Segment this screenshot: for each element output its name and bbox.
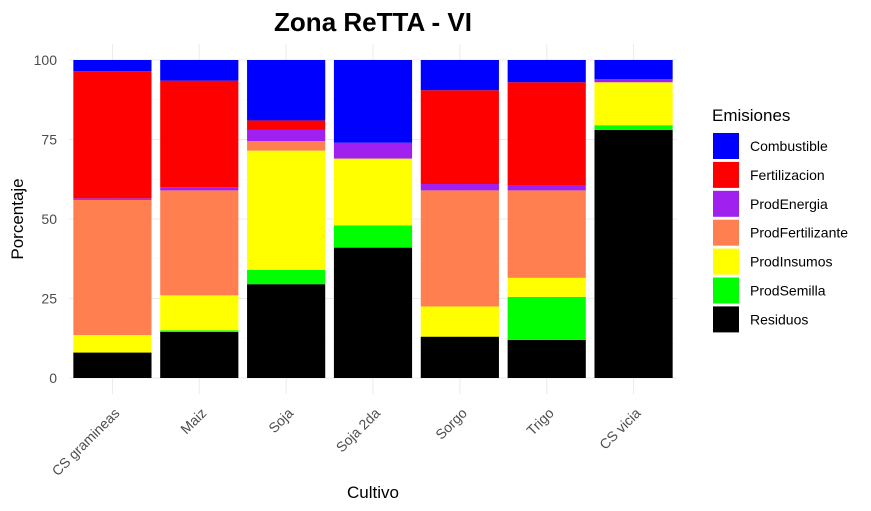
x-tick-label: Maiz	[177, 405, 209, 437]
legend-label: ProdEnergia	[750, 196, 828, 212]
bar-segment-prodsemilla	[333, 225, 413, 248]
bar-segment-combustible	[160, 60, 239, 81]
legend-key-residuos	[713, 306, 739, 333]
bar-segment-prodfertilizante	[507, 190, 586, 278]
bar-segment-fertilizacion	[507, 82, 586, 186]
y-axis-title: Porcentaje	[8, 178, 27, 259]
legend-key-prodfertilizante	[713, 219, 739, 246]
bar-segment-prodfertilizante	[247, 141, 326, 151]
bar-segment-residuos	[333, 247, 413, 378]
bar-segment-combustible	[333, 60, 413, 143]
bar-segment-combustible	[594, 60, 673, 80]
legend-label: ProdSemilla	[750, 283, 826, 299]
bar-segment-fertilizacion	[160, 80, 239, 188]
x-tick-label: CS gramineas	[49, 405, 123, 479]
bar-segment-prodsemilla	[594, 125, 673, 130]
x-tick-label: Soja 2da	[333, 405, 384, 456]
y-tick-label: 0	[49, 370, 57, 386]
bar-segment-combustible	[507, 60, 586, 83]
bar-segment-combustible	[420, 60, 499, 91]
bar-segment-fertilizacion	[420, 90, 499, 185]
bar-segment-prodinsumos	[160, 295, 239, 331]
bar-segment-prodfertilizante	[420, 190, 499, 307]
bar-segment-prodsemilla	[247, 269, 326, 285]
legend-label: Combustible	[750, 138, 828, 154]
bar-segment-combustible	[73, 60, 152, 72]
bar-segment-prodenergia	[73, 198, 152, 200]
bar-segment-prodinsumos	[333, 158, 413, 226]
bar-segment-residuos	[247, 284, 326, 378]
bar-segment-prodinsumos	[594, 82, 673, 126]
bars	[73, 60, 673, 378]
bar-segment-prodenergia	[594, 79, 673, 83]
bar-segment-prodfertilizante	[73, 199, 152, 336]
bar-segment-combustible	[247, 60, 326, 121]
x-axis-ticks: CS gramineas Maiz Soja Soja 2da Sorgo Trigo CS…	[49, 405, 644, 479]
legend-key-combustible	[713, 133, 739, 159]
y-axis-ticks: 0 25 50 75 100	[34, 52, 58, 386]
legend-title: Emisiones	[712, 106, 790, 125]
legend-key-prodenergia	[713, 190, 739, 217]
bar-segment-prodinsumos	[507, 277, 586, 297]
bar-segment-prodenergia	[420, 184, 499, 191]
x-tick-label: Soja	[265, 405, 296, 436]
y-tick-label: 75	[41, 132, 57, 148]
bar-segment-prodenergia	[247, 129, 326, 142]
chart-title: Zona ReTTA - VI	[274, 7, 472, 37]
legend-label: ProdInsumos	[750, 254, 832, 270]
legend-key-prodsemilla	[713, 277, 739, 304]
bar-segment-prodsemilla	[160, 330, 239, 332]
y-tick-label: 25	[41, 291, 57, 307]
legend-key-fertilizacion	[713, 161, 739, 188]
x-tick-label: Sorgo	[432, 405, 470, 443]
x-axis-title: Cultivo	[347, 483, 399, 502]
bar-segment-prodsemilla	[507, 296, 586, 340]
bar-segment-prodenergia	[160, 187, 239, 191]
bar-segment-fertilizacion	[73, 71, 152, 199]
bar-segment-fertilizacion	[247, 120, 326, 130]
legend-label: ProdFertilizante	[750, 225, 848, 241]
x-tick-label: CS vicia	[596, 405, 644, 453]
y-tick-label: 100	[34, 52, 58, 68]
y-tick-label: 50	[41, 211, 57, 227]
legend-label: Residuos	[750, 311, 808, 327]
x-tick-label: Trigo	[523, 405, 557, 439]
bar-segment-residuos	[160, 331, 239, 378]
bar-segment-prodinsumos	[420, 306, 499, 337]
bar-segment-residuos	[507, 339, 586, 378]
bar-segment-prodinsumos	[73, 335, 152, 353]
bar-segment-prodenergia	[333, 142, 413, 159]
bar-segment-residuos	[420, 336, 499, 378]
bar-segment-prodfertilizante	[160, 190, 239, 296]
bar-segment-prodinsumos	[247, 150, 326, 270]
bar-segment-residuos	[73, 352, 152, 378]
legend: Emisiones Combustible Fertilizacion ProdEn…	[712, 106, 848, 333]
legend-label: Fertilizacion	[750, 167, 825, 183]
bar-segment-prodenergia	[507, 185, 586, 191]
legend-key-prodinsumos	[713, 248, 739, 275]
bar-segment-residuos	[594, 129, 673, 378]
